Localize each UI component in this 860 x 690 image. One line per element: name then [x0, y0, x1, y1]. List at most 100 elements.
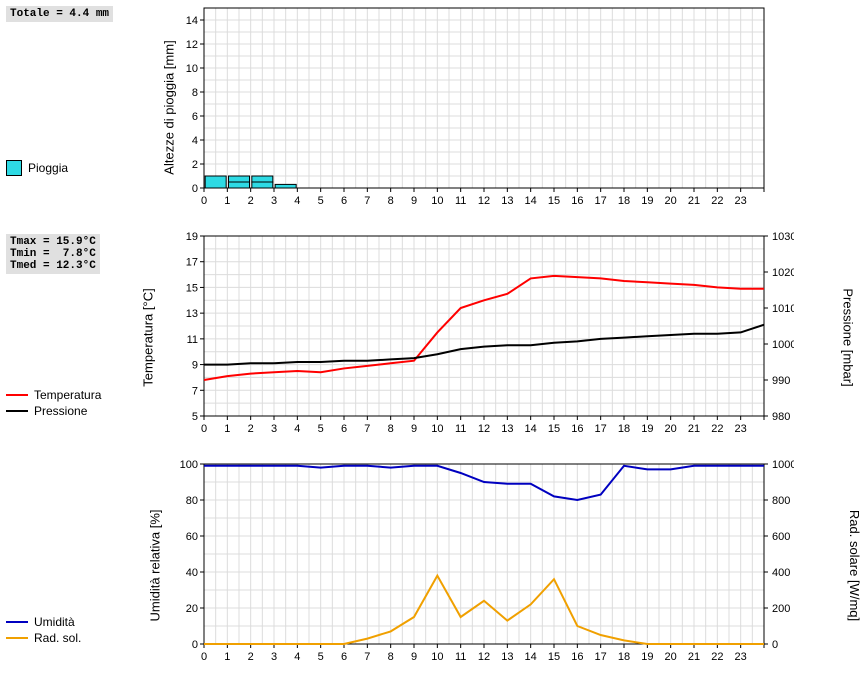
svg-text:7: 7 [364, 423, 370, 435]
svg-text:14: 14 [525, 423, 537, 435]
svg-text:9: 9 [411, 423, 417, 435]
svg-text:10: 10 [186, 63, 198, 75]
svg-text:0: 0 [201, 195, 207, 207]
svg-text:8: 8 [388, 423, 394, 435]
svg-text:0: 0 [772, 639, 778, 651]
svg-text:7: 7 [192, 385, 198, 397]
legend-label: Pioggia [28, 161, 68, 175]
temp-press-chart: 0123456789101112131415161718192021222357… [174, 232, 794, 438]
svg-text:7: 7 [364, 651, 370, 663]
svg-text:11: 11 [455, 423, 466, 435]
svg-text:80: 80 [186, 495, 198, 507]
svg-text:0: 0 [192, 639, 198, 651]
svg-text:4: 4 [294, 195, 300, 207]
legend-row-rain: Pioggia [6, 160, 68, 176]
svg-text:0: 0 [192, 183, 198, 195]
svg-text:3: 3 [271, 651, 277, 663]
svg-text:12: 12 [478, 195, 490, 207]
legend-label: Rad. sol. [34, 631, 81, 645]
svg-text:10: 10 [431, 423, 443, 435]
panel2-ylabel-left: Temperatura [°C] [141, 288, 156, 386]
svg-text:400: 400 [772, 567, 790, 579]
svg-text:9: 9 [192, 360, 198, 372]
svg-text:14: 14 [186, 15, 198, 27]
weather-panels: { "global": { "x_hours": [0,1,2,3,4,5,6,… [0, 0, 860, 690]
svg-text:0: 0 [201, 651, 207, 663]
svg-text:22: 22 [711, 423, 723, 435]
temp-stats-box: Tmax = 15.9°C Tmin = 7.8°C Tmed = 12.3°C [6, 234, 100, 274]
legend-row-temp: Temperatura [6, 388, 101, 402]
svg-text:21: 21 [688, 651, 700, 663]
svg-text:5: 5 [318, 195, 324, 207]
svg-text:4: 4 [192, 135, 198, 147]
svg-text:13: 13 [501, 195, 513, 207]
panel1-legend: Pioggia [6, 160, 68, 178]
legend-row-hum: Umidità [6, 615, 81, 629]
svg-text:6: 6 [341, 195, 347, 207]
svg-text:60: 60 [186, 531, 198, 543]
svg-text:14: 14 [525, 651, 537, 663]
svg-text:21: 21 [688, 195, 700, 207]
svg-text:1: 1 [224, 651, 230, 663]
humidity-line-swatch [6, 621, 28, 623]
legend-row-rad: Rad. sol. [6, 631, 81, 645]
svg-text:18: 18 [618, 195, 630, 207]
svg-text:22: 22 [711, 195, 723, 207]
svg-text:1020: 1020 [772, 267, 794, 279]
svg-text:10: 10 [431, 195, 443, 207]
svg-text:13: 13 [501, 651, 513, 663]
svg-text:18: 18 [618, 423, 630, 435]
panel2-ylabel-right: Pressione [mbar] [841, 288, 856, 386]
svg-text:13: 13 [501, 423, 513, 435]
svg-text:5: 5 [318, 423, 324, 435]
svg-text:16: 16 [571, 651, 583, 663]
svg-text:15: 15 [548, 195, 560, 207]
svg-text:200: 200 [772, 603, 790, 615]
legend-label: Pressione [34, 404, 87, 418]
svg-text:17: 17 [595, 423, 607, 435]
svg-text:19: 19 [186, 232, 198, 243]
legend-label: Umidità [34, 615, 75, 629]
svg-text:11: 11 [187, 334, 198, 346]
svg-text:11: 11 [455, 651, 466, 663]
svg-text:7: 7 [364, 195, 370, 207]
svg-text:990: 990 [772, 375, 790, 387]
svg-text:3: 3 [271, 423, 277, 435]
svg-text:19: 19 [641, 651, 653, 663]
svg-text:18: 18 [618, 651, 630, 663]
svg-text:2: 2 [248, 423, 254, 435]
svg-text:21: 21 [688, 423, 700, 435]
svg-text:1000: 1000 [772, 460, 794, 471]
svg-text:8: 8 [388, 195, 394, 207]
svg-text:15: 15 [186, 282, 198, 294]
svg-text:13: 13 [186, 308, 198, 320]
svg-text:2: 2 [248, 651, 254, 663]
rain-chart: 0123456789101112131415161718192021222302… [174, 4, 794, 210]
svg-text:2: 2 [248, 195, 254, 207]
svg-text:17: 17 [595, 195, 607, 207]
svg-text:15: 15 [548, 423, 560, 435]
svg-text:6: 6 [192, 111, 198, 123]
svg-text:23: 23 [735, 651, 747, 663]
svg-text:19: 19 [641, 195, 653, 207]
svg-text:11: 11 [455, 195, 466, 207]
svg-text:17: 17 [186, 257, 198, 269]
svg-text:6: 6 [341, 423, 347, 435]
svg-text:5: 5 [318, 651, 324, 663]
svg-text:19: 19 [641, 423, 653, 435]
svg-text:100: 100 [180, 460, 198, 471]
svg-text:600: 600 [772, 531, 790, 543]
svg-text:6: 6 [341, 651, 347, 663]
svg-text:12: 12 [186, 39, 198, 51]
svg-text:40: 40 [186, 567, 198, 579]
svg-text:4: 4 [294, 423, 300, 435]
svg-text:12: 12 [478, 651, 490, 663]
svg-text:1: 1 [224, 423, 230, 435]
svg-text:980: 980 [772, 411, 790, 423]
rain-total-box: Totale = 4.4 mm [6, 6, 113, 22]
pressure-line-swatch [6, 410, 28, 412]
svg-text:12: 12 [478, 423, 490, 435]
radiation-line-swatch [6, 637, 28, 639]
rain-swatch [6, 160, 22, 176]
svg-text:10: 10 [431, 651, 443, 663]
